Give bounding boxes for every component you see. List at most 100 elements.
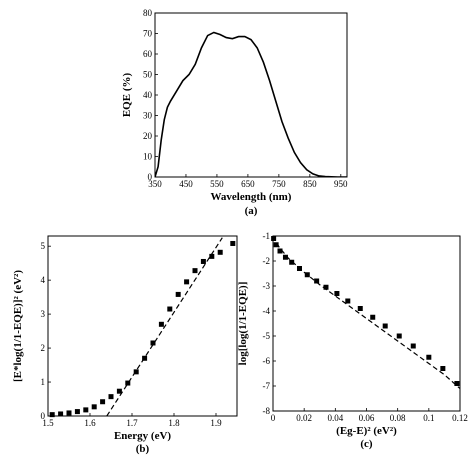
data-point (370, 314, 376, 320)
x-tick-label: 0.12 (452, 413, 468, 423)
data-point (323, 284, 329, 290)
y-axis-label: [E*log(1/1-EQE)]² (eV²) (12, 270, 24, 382)
y-tick-label: 50 (143, 70, 153, 80)
y-tick-label: -3 (263, 281, 271, 291)
x-tick-label: 850 (303, 179, 317, 189)
data-point (396, 333, 402, 339)
y-tick-label: 0 (148, 172, 153, 182)
x-tick-label: 1.6 (84, 418, 96, 428)
data-point (277, 248, 283, 254)
data-point (150, 340, 156, 346)
plot-frame (154, 12, 348, 178)
fit-line (106, 237, 223, 416)
y-tick-label: -2 (263, 256, 271, 266)
y-tick-label: 60 (143, 49, 153, 59)
data-point (200, 258, 206, 264)
data-point (58, 411, 64, 417)
y-axis-label: log[log(1/1-EQE)] (237, 282, 249, 366)
data-point (217, 249, 223, 255)
plot-frame (47, 235, 238, 417)
data-point (192, 268, 198, 274)
data-point (83, 407, 89, 413)
y-tick-label: 0 (41, 411, 46, 421)
y-tick-label: 4 (41, 275, 46, 285)
data-point (91, 404, 97, 410)
x-tick-label: 0 (271, 413, 276, 423)
data-point (382, 323, 388, 329)
x-tick-label: 450 (179, 179, 193, 189)
x-tick-label: 950 (334, 179, 348, 189)
data-point (133, 369, 139, 375)
y-tick-label: 40 (143, 90, 153, 100)
panel-label: (c) (360, 438, 373, 450)
y-tick-label: 10 (143, 152, 153, 162)
x-tick-label: 650 (241, 179, 255, 189)
data-point (271, 236, 277, 241)
y-tick-label: 2 (41, 343, 46, 353)
data-point (167, 306, 173, 312)
data-point (345, 298, 351, 304)
data-point (289, 259, 295, 265)
data-point (175, 291, 181, 297)
chart-panel-2: 1.5 1.6 1.7 1.8 1.9 0 1 2 3 4 5 Energy (eV) [E*log(1… (12, 235, 238, 455)
panel-label: (b) (136, 443, 150, 455)
data-point (357, 306, 363, 311)
x-tick-label: 0.08 (390, 413, 406, 423)
data-point (454, 381, 460, 386)
y-tick-label: 80 (143, 8, 153, 18)
data-point (314, 278, 320, 284)
y-tick-label: -4 (263, 306, 271, 316)
data-point (108, 394, 114, 400)
x-tick-label: 350 (148, 179, 162, 189)
chart-panel-3: 0 0.02 0.04 0.06 0.08 0.1 0.12 -8 -7 -6 -5 -4 -3 -2 -1… (237, 231, 468, 450)
y-tick-label: 70 (143, 29, 153, 39)
panel-label: (a) (245, 205, 258, 217)
data-point (184, 279, 190, 285)
data-point (66, 410, 72, 416)
y-tick-label: 1 (41, 377, 46, 387)
data-point (273, 242, 279, 248)
x-tick-label: 1.8 (168, 418, 180, 428)
x-tick-label: 0.1 (423, 413, 434, 423)
x-tick-label: 1.7 (126, 418, 138, 428)
y-tick-label: -1 (263, 231, 271, 241)
x-axis-label: (Eg-E)² (eV²) (336, 425, 397, 437)
y-tick-label: 5 (41, 241, 46, 251)
y-axis-label: EQE (%) (121, 73, 133, 118)
series-line (155, 31, 347, 177)
x-tick-label: 1.5 (42, 418, 54, 428)
data-point (334, 291, 340, 296)
y-tick-label: -5 (263, 331, 271, 341)
y-tick-label: -6 (263, 356, 271, 366)
data-point (100, 399, 106, 405)
data-point (142, 355, 148, 361)
x-tick-label: 0.04 (327, 413, 343, 423)
data-point (282, 254, 288, 260)
data-point (230, 240, 236, 246)
data-point (440, 366, 446, 371)
x-tick-label: 1.9 (210, 418, 222, 428)
x-axis-label: Wavelength (nm) (211, 191, 292, 203)
data-point (158, 321, 164, 327)
x-tick-label: 0.06 (359, 413, 375, 423)
fit-line (273, 236, 460, 389)
data-point (426, 354, 432, 360)
data-point (125, 380, 131, 386)
data-point (410, 343, 416, 349)
x-tick-label: 750 (272, 179, 286, 189)
y-tick-label: 30 (143, 111, 153, 121)
plot-frame (272, 235, 461, 412)
data-point (209, 253, 215, 259)
y-tick-label: 20 (143, 131, 153, 141)
data-point (74, 409, 80, 415)
x-axis-label: Energy (eV) (114, 430, 171, 442)
x-tick-label: 550 (210, 179, 224, 189)
data-point (49, 412, 55, 418)
y-tick-label: -7 (263, 381, 271, 391)
x-tick-label: 0.02 (296, 413, 312, 423)
y-tick-label: 3 (41, 309, 46, 319)
data-point (116, 388, 122, 394)
y-tick-label: -8 (263, 406, 271, 416)
chart-panel-1: 350 450 550 650 750 850 950 0 10 20 30 40 50 60 70 80 Wa… (121, 8, 348, 217)
